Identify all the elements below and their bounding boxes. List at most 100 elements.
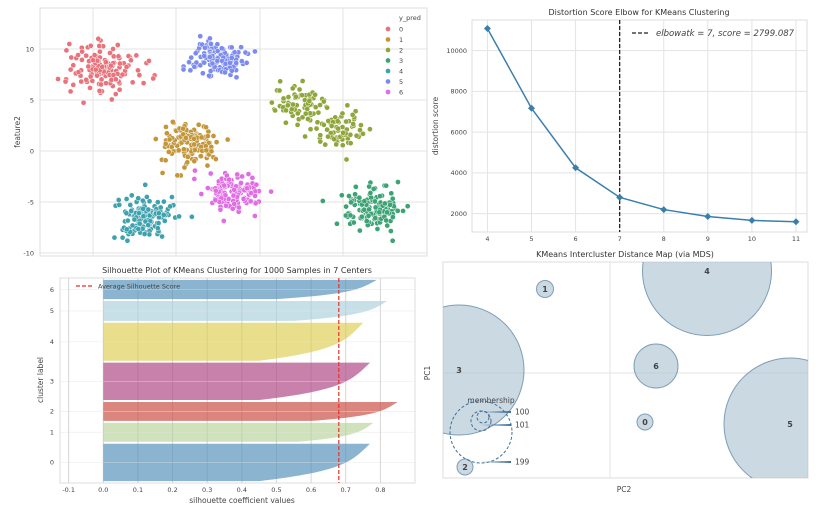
point-cluster-4 (116, 202, 123, 208)
point-cluster-5 (200, 70, 206, 77)
point-cluster-1 (165, 149, 172, 155)
point-cluster-0 (92, 66, 99, 73)
legend-entry: 0 (399, 25, 403, 33)
point-cluster-0 (102, 59, 109, 65)
point-cluster-2 (358, 122, 364, 128)
point-cluster-6 (205, 185, 211, 191)
point-cluster-1 (191, 135, 197, 142)
point-cluster-5 (228, 67, 235, 74)
point-cluster-6 (231, 200, 238, 207)
point-cluster-2 (299, 78, 306, 84)
y-tick-label: 6000 (450, 128, 467, 136)
point-cluster-6 (222, 192, 229, 199)
legend-entry: 6 (399, 88, 403, 96)
point-cluster-6 (217, 206, 224, 213)
point-cluster-2 (339, 142, 346, 149)
point-cluster-1 (169, 119, 176, 125)
point-cluster-6 (191, 176, 198, 182)
y-tick-label: 2 (50, 408, 54, 416)
point-cluster-0 (83, 52, 90, 59)
point-cluster-3 (384, 209, 390, 216)
point-cluster-5 (192, 50, 199, 57)
point-cluster-0 (62, 78, 69, 85)
point-cluster-0 (96, 43, 103, 49)
point-cluster-2 (299, 92, 305, 99)
point-cluster-2 (334, 118, 341, 125)
point-cluster-0 (55, 76, 61, 82)
point-cluster-2 (285, 102, 291, 109)
point-cluster-0 (96, 87, 103, 94)
membership-circle (476, 410, 490, 424)
point-cluster-3 (394, 208, 401, 214)
point-cluster-0 (110, 46, 116, 52)
elbow-legend-text: elbowatk = 7, score = 2799.087 (656, 29, 795, 39)
intercluster-title: KMeans Intercluster Distance Map (via MD… (536, 250, 714, 259)
membership-title: membership (467, 396, 514, 405)
point-cluster-0 (90, 57, 96, 64)
point-cluster-3 (363, 218, 370, 225)
point-cluster-0 (116, 86, 123, 93)
point-cluster-4 (167, 203, 174, 210)
y-tick-label: 5 (50, 307, 54, 315)
point-cluster-0 (107, 50, 113, 56)
point-cluster-6 (212, 187, 219, 194)
point-cluster-3 (372, 215, 379, 221)
point-cluster-4 (140, 205, 146, 212)
x-tick-label: 0.7 (341, 486, 351, 494)
silhouette-plot-panel: Silhouette Plot of KMeans Clustering for… (36, 266, 416, 505)
point-cluster-0 (67, 66, 74, 73)
point-cluster-5 (197, 62, 204, 69)
point-cluster-0 (70, 62, 77, 69)
point-cluster-2 (360, 130, 366, 137)
point-cluster-0 (79, 48, 85, 55)
point-cluster-2 (312, 91, 318, 98)
point-cluster-5 (252, 48, 258, 55)
point-cluster-4 (189, 213, 195, 220)
x-tick-label: -0.1 (62, 486, 75, 494)
legend-entry: 5 (399, 78, 403, 86)
point-cluster-0 (78, 78, 85, 85)
point-cluster-3 (376, 209, 383, 216)
point-cluster-5 (238, 44, 244, 51)
point-cluster-3 (395, 179, 401, 185)
point-cluster-2 (285, 94, 292, 100)
point-cluster-3 (372, 204, 379, 211)
point-cluster-3 (352, 191, 358, 198)
point-cluster-0 (87, 85, 93, 91)
point-cluster-2 (349, 111, 356, 118)
point-cluster-4 (135, 195, 142, 202)
point-cluster-2 (340, 129, 346, 136)
point-cluster-4 (123, 210, 130, 217)
point-cluster-6 (247, 198, 254, 205)
point-cluster-3 (389, 214, 396, 220)
point-cluster-6 (207, 170, 214, 177)
legend-marker (385, 78, 391, 85)
point-cluster-6 (244, 185, 250, 192)
point-cluster-4 (140, 197, 146, 204)
point-cluster-1 (195, 121, 202, 128)
point-cluster-6 (252, 193, 258, 199)
point-cluster-4 (146, 231, 153, 238)
point-cluster-3 (374, 226, 381, 232)
legend-marker (385, 89, 391, 95)
point-cluster-1 (191, 158, 198, 165)
x-tick-label: 5 (529, 235, 533, 243)
point-cluster-0 (66, 41, 73, 47)
point-cluster-1 (162, 141, 169, 147)
point-cluster-6 (212, 197, 219, 204)
point-cluster-4 (135, 226, 142, 232)
point-cluster-4 (111, 234, 118, 241)
point-cluster-3 (334, 220, 340, 227)
point-cluster-2 (290, 101, 296, 108)
x-tick-label: 0.4 (237, 486, 247, 494)
legend-entry: 2 (399, 46, 403, 54)
point-cluster-5 (201, 53, 208, 59)
distortion-line (486, 28, 797, 223)
data-point (792, 218, 800, 226)
point-cluster-0 (91, 52, 98, 58)
point-cluster-4 (141, 231, 148, 237)
y-tick-label: 2000 (450, 210, 467, 218)
point-cluster-2 (269, 99, 275, 106)
legend-marker (385, 47, 391, 53)
point-cluster-6 (230, 192, 237, 199)
